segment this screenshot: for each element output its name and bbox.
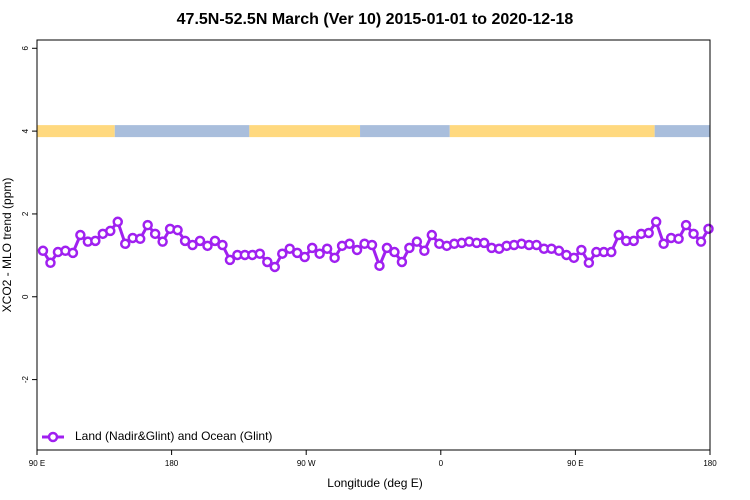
y-axis-label: XCO2 - MLO trend (ppm): [0, 178, 14, 313]
data-point: [419, 245, 430, 257]
data-point: [291, 247, 303, 259]
data-point: [321, 243, 333, 254]
data-point: [606, 246, 617, 258]
data-point: [119, 238, 131, 250]
data-point: [650, 216, 662, 228]
data-point: [673, 233, 684, 245]
data-point: [374, 260, 385, 271]
data-point: [37, 245, 49, 257]
x-tick-label: 90 W: [297, 459, 316, 468]
surface-band: [37, 125, 115, 138]
chart-title: 47.5N-52.5N March (Ver 10) 2015-01-01 to…: [177, 11, 574, 28]
data-point: [396, 256, 408, 268]
data-point: [613, 229, 625, 241]
surface-band: [654, 125, 710, 138]
data-point: [351, 244, 363, 256]
data-point: [224, 254, 236, 266]
data-point: [703, 223, 714, 235]
surface-band: [114, 125, 250, 138]
data-point: [134, 233, 146, 245]
y-tick-label: 0: [21, 294, 30, 299]
x-axis-label: Longitude (deg E): [327, 476, 422, 490]
data-point: [314, 248, 325, 259]
data-point: [658, 238, 669, 250]
data-point: [568, 252, 580, 264]
data-point: [254, 248, 266, 259]
data-point: [75, 229, 86, 241]
data-point: [688, 228, 699, 240]
data-point: [583, 257, 595, 269]
x-tick-label: 90 E: [567, 459, 583, 468]
x-tick-label: 90 E: [29, 459, 45, 468]
surface-band: [449, 125, 655, 138]
data-point: [344, 238, 355, 250]
data-point: [217, 239, 228, 251]
data-point: [366, 239, 378, 251]
data-point: [306, 242, 318, 254]
data-point: [90, 235, 101, 247]
y-tick-label: 2: [21, 211, 30, 216]
data-point: [381, 242, 393, 254]
y-tick-label: 6: [21, 46, 30, 51]
x-tick-label: 180: [165, 459, 179, 468]
data-point: [209, 235, 221, 247]
surface-band: [360, 125, 450, 138]
data-point: [202, 240, 213, 252]
data-point: [67, 247, 79, 259]
data-point: [45, 257, 56, 269]
data-point: [284, 243, 295, 254]
data-point: [329, 252, 340, 264]
data-point: [269, 261, 281, 273]
data-point: [553, 245, 565, 257]
data-point: [478, 237, 490, 249]
data-point: [277, 248, 288, 259]
data-point: [149, 228, 161, 240]
y-tick-label: -2: [21, 375, 30, 383]
legend-marker: [47, 431, 59, 443]
data-point: [576, 244, 587, 256]
data-point: [680, 219, 692, 231]
data-point: [105, 225, 116, 237]
data-point: [389, 246, 400, 258]
legend-label: Land (Nadir&Glint) and Ocean (Glint): [75, 429, 272, 443]
plot-frame: [36, 39, 711, 451]
data-point: [411, 236, 423, 247]
data-point: [426, 229, 438, 241]
data-point: [142, 219, 153, 231]
data-point: [299, 251, 310, 263]
data-point: [628, 235, 639, 247]
data-point: [262, 256, 273, 268]
x-tick-label: 180: [703, 459, 717, 468]
data-point: [695, 236, 707, 247]
x-tick-label: 0: [439, 459, 444, 468]
data-point: [172, 224, 183, 236]
surface-band: [249, 125, 361, 138]
data-point: [194, 235, 206, 247]
data-point: [404, 242, 415, 254]
data-point: [187, 239, 198, 251]
data-point: [643, 227, 654, 239]
data-point: [112, 216, 124, 228]
data-point: [157, 236, 168, 247]
data-point: [179, 235, 191, 247]
y-tick-label: 4: [21, 128, 30, 133]
